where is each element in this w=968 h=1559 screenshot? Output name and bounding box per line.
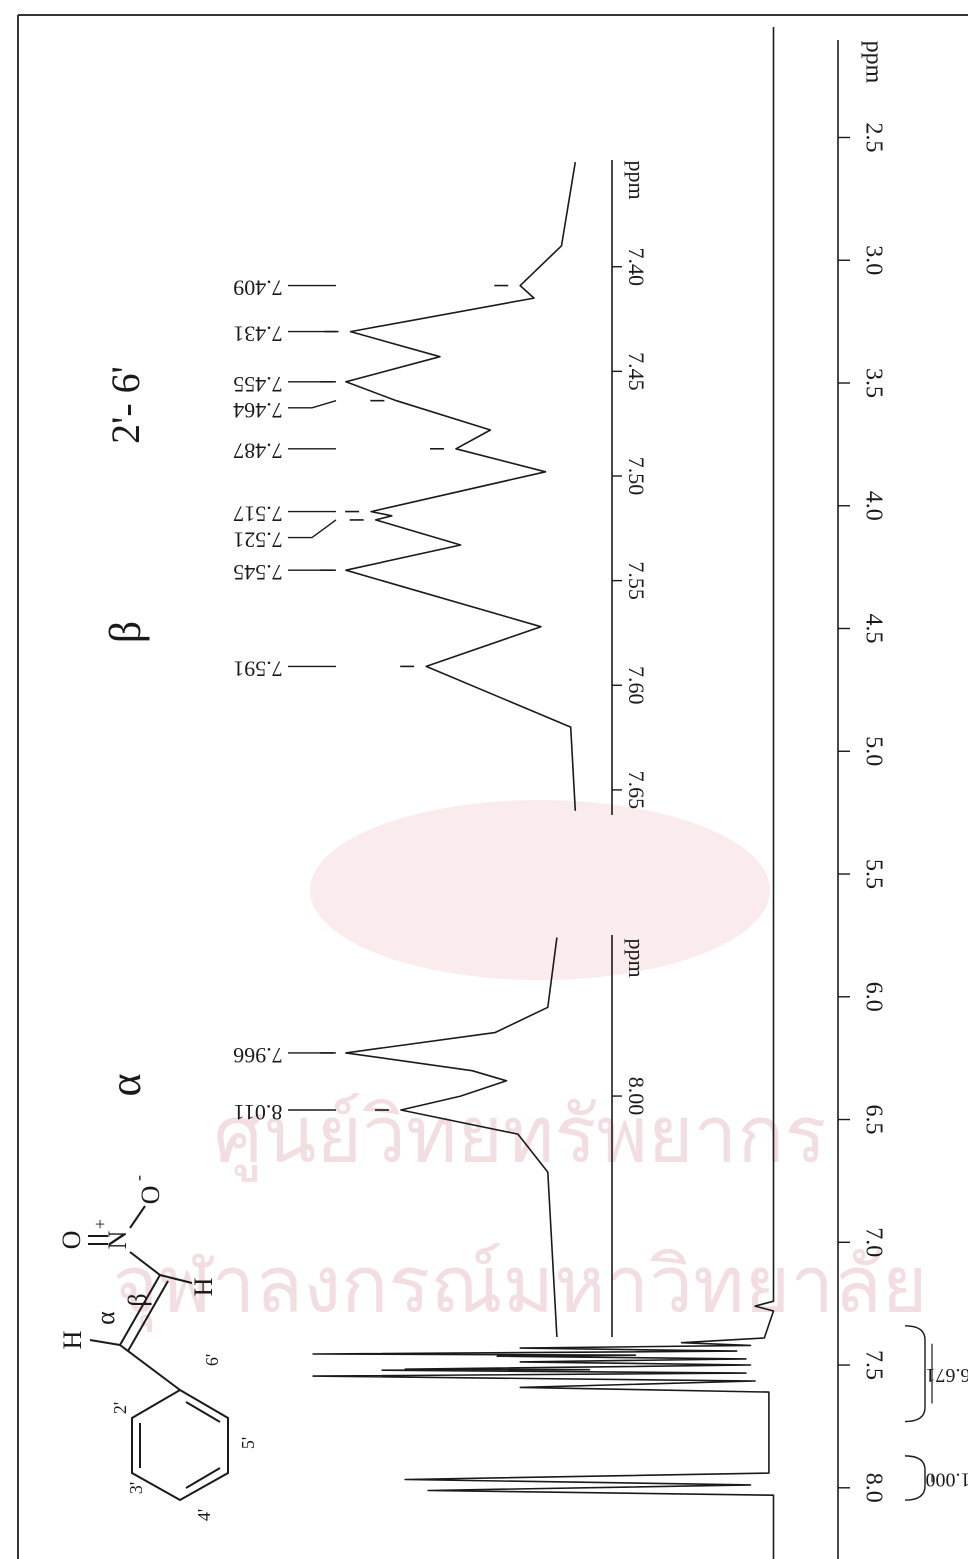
watermark-text: จุฬาลงกรณ์มหาวิทยาลัย [112,1240,927,1332]
x-tick-label: 7.40 [624,247,649,286]
peak-label: 7.409 [233,276,283,301]
peak-leader [288,399,337,409]
peak-label: 7.521 [233,528,283,553]
atom-label: O [57,1231,86,1250]
x-tick-label: 2.5 [860,122,886,152]
peak-label: 8.011 [234,1100,283,1125]
integral-bracket [904,1455,926,1501]
position-label: 6' [202,1354,222,1366]
peak-leader [288,519,337,539]
x-axis-label: ppm [624,160,649,199]
position-label: 2' [110,1402,130,1414]
x-tick-label: 3.5 [860,368,886,398]
peak-label: 7.545 [233,560,283,585]
peak-label: 7.431 [233,322,283,347]
atom-label: H [58,1330,87,1349]
x-tick-label: 6.5 [860,1105,886,1135]
x-tick-label: 3.0 [860,245,886,275]
atom-label: H [189,1277,218,1296]
integral-label: 1.000 [926,1468,968,1490]
atom-label: α [91,1311,120,1325]
atom-label: β [123,1293,152,1306]
bond [127,1280,169,1352]
x-tick-label: 7.65 [624,771,649,810]
spectrum-line [345,161,577,811]
bond [159,1274,193,1284]
position-label: 4' [194,1509,214,1521]
integral-label: 6.671 [926,1364,968,1386]
bond [129,1205,146,1229]
bond [89,1339,121,1346]
x-tick-label: 5.5 [860,859,886,889]
region-subtitle: 2'- 6' [103,366,148,444]
x-tick-label: 8.00 [624,1077,649,1116]
x-tick-label: 7.55 [624,561,649,600]
peak-label: 7.464 [233,398,283,423]
region-label: α [101,1073,150,1096]
region-label: β [101,621,150,643]
benzene-ring [131,1388,229,1502]
x-tick-label: 7.0 [860,1227,886,1257]
x-tick-label: 8.0 [860,1473,886,1503]
peak-label: 7.966 [233,1043,283,1068]
structure: H α β H O N + O - 2' 3' 4' 5' 6' [57,1175,258,1521]
x-tick-label: 4.5 [860,614,886,644]
bond [185,1401,221,1423]
peak-label: 7.455 [233,372,283,397]
x-tick-label: 7.45 [624,352,649,391]
atom-label: N [103,1230,132,1249]
x-tick-label: 7.60 [624,666,649,705]
watermark-emblem [310,800,770,980]
peak-label: 7.517 [233,502,283,527]
bond [129,1251,161,1276]
x-axis-label: ppm [624,938,649,977]
bond [119,1344,181,1391]
peak-label: 7.487 [233,439,283,464]
bond [119,1274,161,1346]
spectrum-line [345,937,558,1338]
bond [185,1467,221,1489]
x-tick-label: 7.5 [860,1350,886,1380]
peak-label: 7.591 [233,656,283,681]
charge-label: + [90,1219,110,1229]
x-tick-label: 5.0 [860,736,886,766]
position-label: 3' [126,1482,146,1494]
spectrum-line [312,27,775,1559]
atom-label: O [136,1186,165,1205]
x-tick-label: 7.50 [624,457,649,496]
x-tick-label: 6.0 [860,982,886,1012]
x-tick-label: 4.0 [860,491,886,521]
x-axis-label: ppm [860,41,886,84]
integral-bracket [904,1325,926,1423]
position-label: 5' [238,1437,258,1449]
charge-label: - [128,1175,148,1181]
